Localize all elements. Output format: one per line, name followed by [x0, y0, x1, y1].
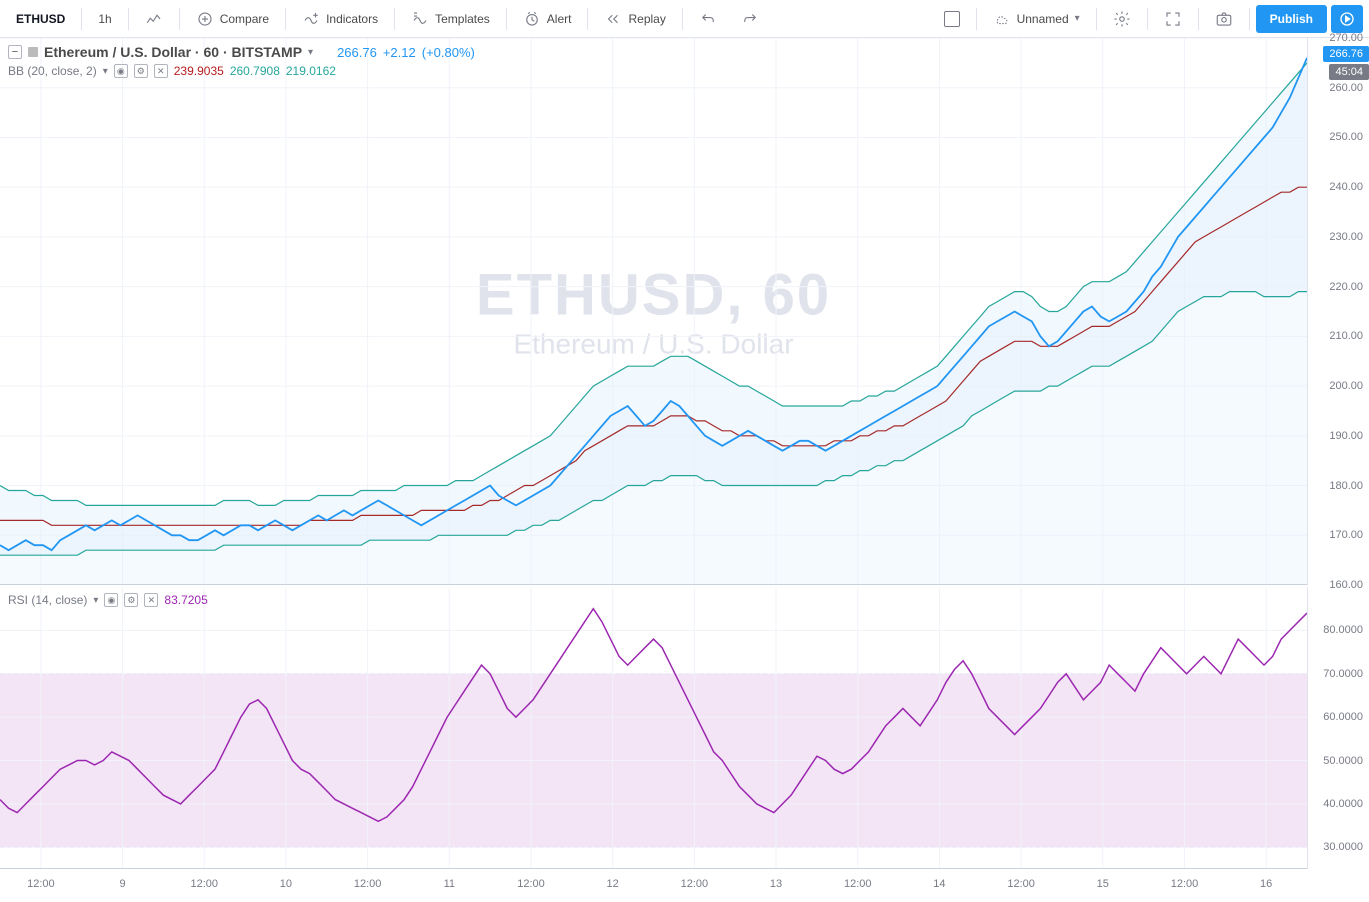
rsi-label: RSI (14, close) [8, 593, 87, 607]
templates-button[interactable]: Templates [401, 5, 500, 33]
compare-button[interactable]: Compare [186, 5, 279, 33]
chart-style-button[interactable] [135, 5, 173, 33]
legend-title: Ethereum / U.S. Dollar · 60 · BITSTAMP [44, 44, 302, 60]
fullscreen-button[interactable] [1154, 5, 1192, 33]
publish-button[interactable]: Publish [1256, 5, 1327, 33]
rsi-legend: RSI (14, close) ▾ ◉ ⚙ ✕ 83.7205 [8, 593, 208, 607]
settings-button[interactable] [1103, 5, 1141, 33]
rsi-pane[interactable]: RSI (14, close) ▾ ◉ ⚙ ✕ 83.7205 [0, 587, 1307, 869]
legend-price: 266.76 [337, 45, 377, 60]
bb-dropdown-icon[interactable]: ▾ [103, 66, 108, 77]
rsi-dropdown-icon[interactable]: ▾ [93, 595, 98, 606]
indicators-button[interactable]: Indicators [292, 5, 388, 33]
snapshot-button[interactable] [1205, 5, 1243, 33]
redo-button[interactable] [731, 5, 769, 33]
play-button[interactable] [1331, 5, 1363, 33]
bb-eye-icon[interactable]: ◉ [114, 64, 128, 78]
legend-pct: (+0.80%) [422, 45, 475, 60]
bb-lower-value: 219.0162 [286, 64, 336, 78]
chart-area: ETHUSD, 60 Ethereum / U.S. Dollar − Ethe… [0, 38, 1369, 902]
collapse-icon[interactable]: − [8, 45, 22, 59]
price-axis-rsi[interactable]: 30.000040.000050.000060.000070.000080.00… [1307, 587, 1369, 869]
alert-button[interactable]: Alert [513, 5, 582, 33]
rsi-eye-icon[interactable]: ◉ [104, 593, 118, 607]
rsi-close-icon[interactable]: ✕ [144, 593, 158, 607]
time-axis[interactable]: 12:00912:001012:001112:001212:001312:001… [0, 870, 1307, 902]
interval-selector[interactable]: 1h [88, 5, 121, 33]
legend-change: +2.12 [383, 45, 416, 60]
price-axis-main[interactable]: 160.00170.00180.00190.00200.00210.00220.… [1307, 38, 1369, 585]
bb-mid-value: 260.7908 [230, 64, 280, 78]
main-chart-pane[interactable]: ETHUSD, 60 Ethereum / U.S. Dollar − Ethe… [0, 38, 1307, 585]
bb-settings-icon[interactable]: ⚙ [134, 64, 148, 78]
legend-dropdown-icon[interactable]: ▾ [308, 47, 313, 58]
bb-upper-value: 239.9035 [174, 64, 224, 78]
rsi-settings-icon[interactable]: ⚙ [124, 593, 138, 607]
bb-label: BB (20, close, 2) [8, 64, 97, 78]
main-legend: − Ethereum / U.S. Dollar · 60 · BITSTAMP… [8, 44, 475, 82]
select-square-button[interactable] [934, 5, 970, 33]
symbol-selector[interactable]: ETHUSD [6, 5, 75, 33]
bb-close-icon[interactable]: ✕ [154, 64, 168, 78]
undo-button[interactable] [689, 5, 727, 33]
layout-button[interactable]: Unnamed▾ [983, 5, 1090, 33]
toolbar: ETHUSD 1h Compare Indicators Templates A… [0, 0, 1369, 38]
replay-button[interactable]: Replay [594, 5, 675, 33]
rsi-value: 83.7205 [164, 593, 207, 607]
